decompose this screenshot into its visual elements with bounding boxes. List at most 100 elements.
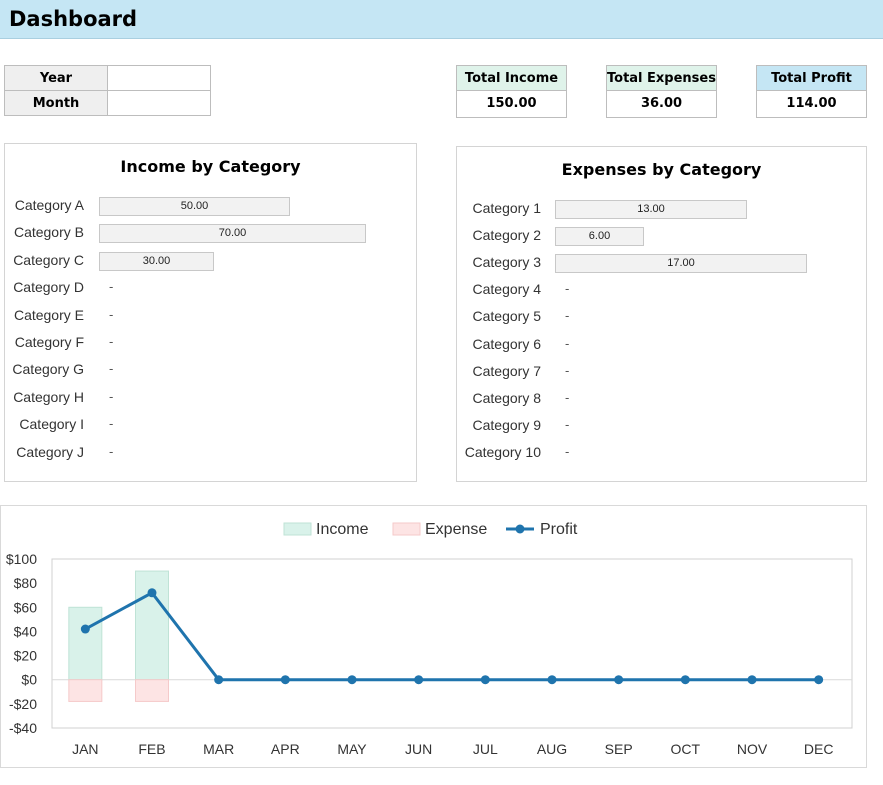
category-bar: 30.00: [99, 251, 214, 271]
profit-point: [280, 675, 290, 685]
category-row: Category 10 -: [457, 442, 866, 462]
category-label: Category 10: [464, 443, 541, 460]
legend-income-swatch: [283, 522, 312, 536]
x-tick-label: FEB: [138, 741, 165, 757]
profit-point: [80, 624, 90, 634]
month-label: Month: [4, 90, 108, 116]
total-expenses-card: Total Expenses 36.00: [606, 65, 717, 118]
category-empty-value: -: [565, 443, 570, 459]
category-empty-value: -: [109, 416, 114, 432]
category-empty-value: -: [109, 443, 114, 459]
legend-expense-swatch: [392, 522, 421, 536]
filter-row-month: Month: [4, 90, 211, 116]
category-empty-value: -: [109, 361, 114, 377]
category-empty-value: -: [565, 308, 570, 324]
y-tick-label: $60: [14, 599, 38, 615]
legend-expense-label: Expense: [425, 521, 487, 538]
category-row: Category 8 -: [457, 388, 866, 408]
category-empty-value: -: [565, 416, 570, 432]
category-label: Category 7: [472, 362, 541, 379]
expense-bar: [68, 679, 103, 702]
category-label: Category D: [13, 279, 84, 296]
category-row: Category J -: [5, 442, 416, 462]
y-tick-label: -$20: [9, 696, 37, 712]
total-profit-card: Total Profit 114.00: [756, 65, 867, 118]
category-empty-value: -: [109, 306, 114, 322]
profit-point: [480, 675, 490, 685]
category-row: Category B 70.00: [5, 222, 416, 244]
category-empty-value: -: [565, 362, 570, 378]
category-label: Category I: [19, 416, 84, 433]
x-tick-label: JUN: [405, 741, 432, 757]
category-label: Category 8: [472, 389, 541, 406]
profit-point: [347, 675, 357, 685]
category-label: Category 6: [472, 335, 541, 352]
profit-point: [547, 675, 557, 685]
category-label: Category 9: [472, 416, 541, 433]
y-tick-label: $20: [14, 648, 38, 664]
category-label: Category C: [13, 251, 84, 268]
total-expenses-label: Total Expenses: [606, 65, 717, 91]
category-row: Category A 50.00: [5, 195, 416, 216]
income-by-category-title: Income by Category: [120, 157, 301, 176]
profit-point: [147, 588, 157, 598]
category-bar: 70.00: [99, 224, 366, 244]
y-tick-label: $80: [14, 575, 38, 591]
category-empty-value: -: [565, 281, 570, 297]
category-label: Category 3: [472, 254, 541, 271]
monthly-chart-panel: $100 $80 $60 $40 $20 $0 -$20 -$40 JAN FEB MAR APR MA…: [0, 505, 867, 768]
category-row: Category 5 -: [457, 306, 866, 326]
category-row: Category H -: [5, 387, 416, 407]
category-empty-value: -: [565, 389, 570, 405]
profit-point: [614, 675, 624, 685]
total-profit-label: Total Profit: [756, 65, 867, 91]
profit-point: [814, 675, 824, 685]
category-label: Category A: [14, 197, 84, 213]
legend-profit-label: Profit: [540, 521, 578, 538]
category-label: Category B: [13, 224, 84, 241]
x-tick-label: JAN: [72, 741, 98, 757]
category-row: Category 2 6.00: [457, 225, 866, 247]
category-label: Category F: [14, 334, 84, 350]
y-tick-label: $40: [14, 623, 38, 639]
total-income-value: 150.00: [456, 91, 567, 118]
category-bar: 6.00: [555, 227, 644, 247]
x-tick-label: APR: [271, 741, 300, 757]
category-bar: 17.00: [555, 254, 807, 274]
category-row: Category 1 13.00: [457, 198, 866, 219]
x-tick-label: JUL: [473, 741, 498, 757]
total-profit-value: 114.00: [756, 91, 867, 118]
x-tick-label: MAY: [337, 741, 367, 757]
category-label: Category G: [12, 361, 84, 378]
filter-table: Year Month: [4, 65, 211, 116]
legend-income-label: Income: [316, 521, 369, 538]
profit-line: [84, 590, 819, 682]
year-input[interactable]: [107, 65, 211, 91]
x-tick-label: DEC: [804, 741, 834, 757]
x-tick-label: OCT: [671, 741, 701, 757]
category-row: Category 9 -: [457, 415, 866, 435]
y-tick-label: -$40: [9, 720, 37, 736]
category-row: Category 7 -: [457, 361, 866, 381]
x-tick-label: NOV: [737, 741, 768, 757]
category-empty-value: -: [109, 334, 114, 349]
category-label: Category 1: [472, 200, 541, 216]
category-empty-value: -: [565, 335, 570, 351]
category-label: Category H: [13, 388, 84, 405]
category-row: Category I -: [5, 414, 416, 434]
category-row: Category 4 -: [457, 279, 866, 299]
x-tick-label: SEP: [605, 741, 633, 757]
month-input[interactable]: [107, 90, 211, 116]
profit-point: [680, 675, 690, 685]
year-label: Year: [4, 65, 108, 91]
profit-point: [414, 675, 424, 685]
y-tick-label: $100: [6, 551, 37, 567]
category-label: Category 2: [472, 227, 541, 244]
income-bar: [135, 570, 169, 681]
dashboard-header: Dashboard: [0, 0, 883, 39]
category-row: Category 3 17.00: [457, 252, 866, 274]
category-row: Category D -: [5, 277, 416, 297]
category-row: Category E -: [5, 305, 416, 325]
plot-area: [51, 558, 853, 729]
y-tick-label: $0: [21, 672, 37, 688]
